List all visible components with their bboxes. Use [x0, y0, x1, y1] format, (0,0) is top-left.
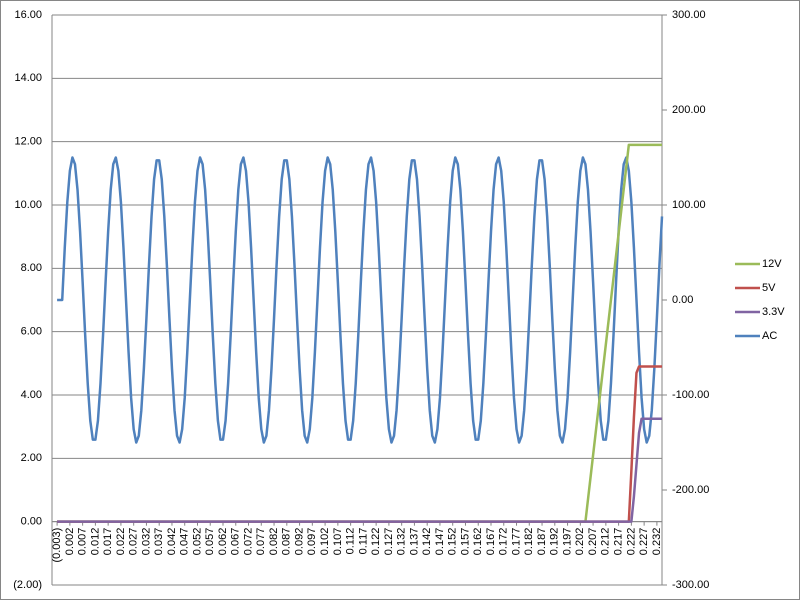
x-tick-label: 0.057 — [204, 528, 216, 556]
x-tick-label: 0.032 — [140, 528, 152, 556]
y-tick-label: 2.00 — [21, 452, 42, 464]
legend-label: AC — [762, 330, 777, 342]
y-tick-label: 14.00 — [14, 72, 42, 84]
x-tick-label: 0.112 — [345, 528, 357, 555]
x-tick-label: 0.007 — [77, 528, 89, 556]
x-tick-label: (0.003) — [51, 528, 63, 563]
series-line — [57, 143, 662, 523]
x-tick-label: 0.122 — [370, 528, 382, 556]
x-tick-label: 0.197 — [561, 528, 573, 556]
y-tick-label: (2.00) — [13, 579, 42, 591]
x-tick-label: 0.207 — [587, 528, 599, 556]
x-tick-label: 0.127 — [383, 528, 395, 556]
x-tick-label: 0.222 — [625, 528, 637, 556]
legend-label: 3.3V — [762, 306, 785, 318]
x-tick-label: 0.042 — [166, 528, 178, 556]
x-tick-label: 0.182 — [523, 528, 535, 556]
y2-tick-label: 0.00 — [672, 294, 693, 306]
x-tick-label: 0.027 — [128, 528, 140, 556]
y2-tick-label: 200.00 — [672, 104, 706, 116]
x-tick-label: 0.107 — [332, 528, 344, 556]
y2-tick-label: -200.00 — [672, 484, 709, 496]
x-tick-label: 0.132 — [396, 528, 408, 556]
x-tick-label: 0.052 — [191, 528, 203, 556]
x-tick-label: 0.212 — [600, 528, 612, 556]
x-tick-label: 0.082 — [268, 528, 280, 556]
x-tick-label: 0.037 — [153, 528, 165, 556]
x-tick-label: 0.137 — [408, 528, 420, 556]
y-tick-label: 4.00 — [21, 389, 42, 401]
y2-tick-label: 300.00 — [672, 9, 706, 21]
x-tick-label: 0.167 — [485, 528, 497, 556]
y-tick-label: 16.00 — [14, 9, 42, 21]
legend-label: 5V — [762, 282, 776, 294]
x-tick-label: 0.097 — [306, 528, 318, 556]
x-tick-label: 0.187 — [536, 528, 548, 556]
x-tick-label: 0.162 — [472, 528, 484, 556]
y2-tick-label: 100.00 — [672, 199, 706, 211]
x-tick-label: 0.012 — [89, 528, 101, 556]
x-tick-label: 0.157 — [459, 528, 471, 556]
y-tick-label: 0.00 — [21, 516, 42, 528]
series-line — [57, 417, 662, 523]
x-tick-label: 0.092 — [293, 528, 305, 556]
x-tick-label: 0.062 — [217, 528, 229, 556]
y-tick-label: 8.00 — [21, 262, 42, 274]
x-tick-label: 0.177 — [510, 528, 522, 556]
y-tick-label: 12.00 — [14, 136, 42, 148]
x-tick-label: 0.087 — [281, 528, 293, 556]
x-tick-label: 0.047 — [179, 528, 191, 556]
x-tick-label: 0.232 — [651, 528, 663, 556]
y2-tick-label: -300.00 — [672, 579, 709, 591]
x-tick-label: 0.172 — [498, 528, 510, 556]
x-tick-label: 0.117 — [357, 528, 369, 555]
series-line — [57, 156, 664, 444]
legend-label: 12V — [762, 258, 782, 270]
x-tick-label: 0.142 — [421, 528, 433, 556]
x-tick-label: 0.192 — [549, 528, 561, 556]
y-tick-label: 6.00 — [21, 326, 42, 338]
x-tick-label: 0.017 — [102, 528, 114, 556]
x-tick-label: 0.077 — [255, 528, 267, 556]
y2-tick-label: -100.00 — [672, 389, 709, 401]
x-tick-label: 0.202 — [574, 528, 586, 556]
x-tick-label: 0.217 — [613, 528, 625, 556]
x-tick-label: 0.102 — [319, 528, 331, 556]
x-tick-label: 0.022 — [115, 528, 127, 556]
x-tick-label: 0.147 — [434, 528, 446, 556]
y-tick-label: 10.00 — [14, 199, 42, 211]
x-tick-label: 0.067 — [230, 528, 242, 556]
x-tick-label: 0.072 — [242, 528, 254, 556]
x-tick-label: 0.002 — [64, 528, 76, 556]
x-tick-label: 0.227 — [638, 528, 650, 556]
x-tick-label: 0.152 — [447, 528, 459, 556]
